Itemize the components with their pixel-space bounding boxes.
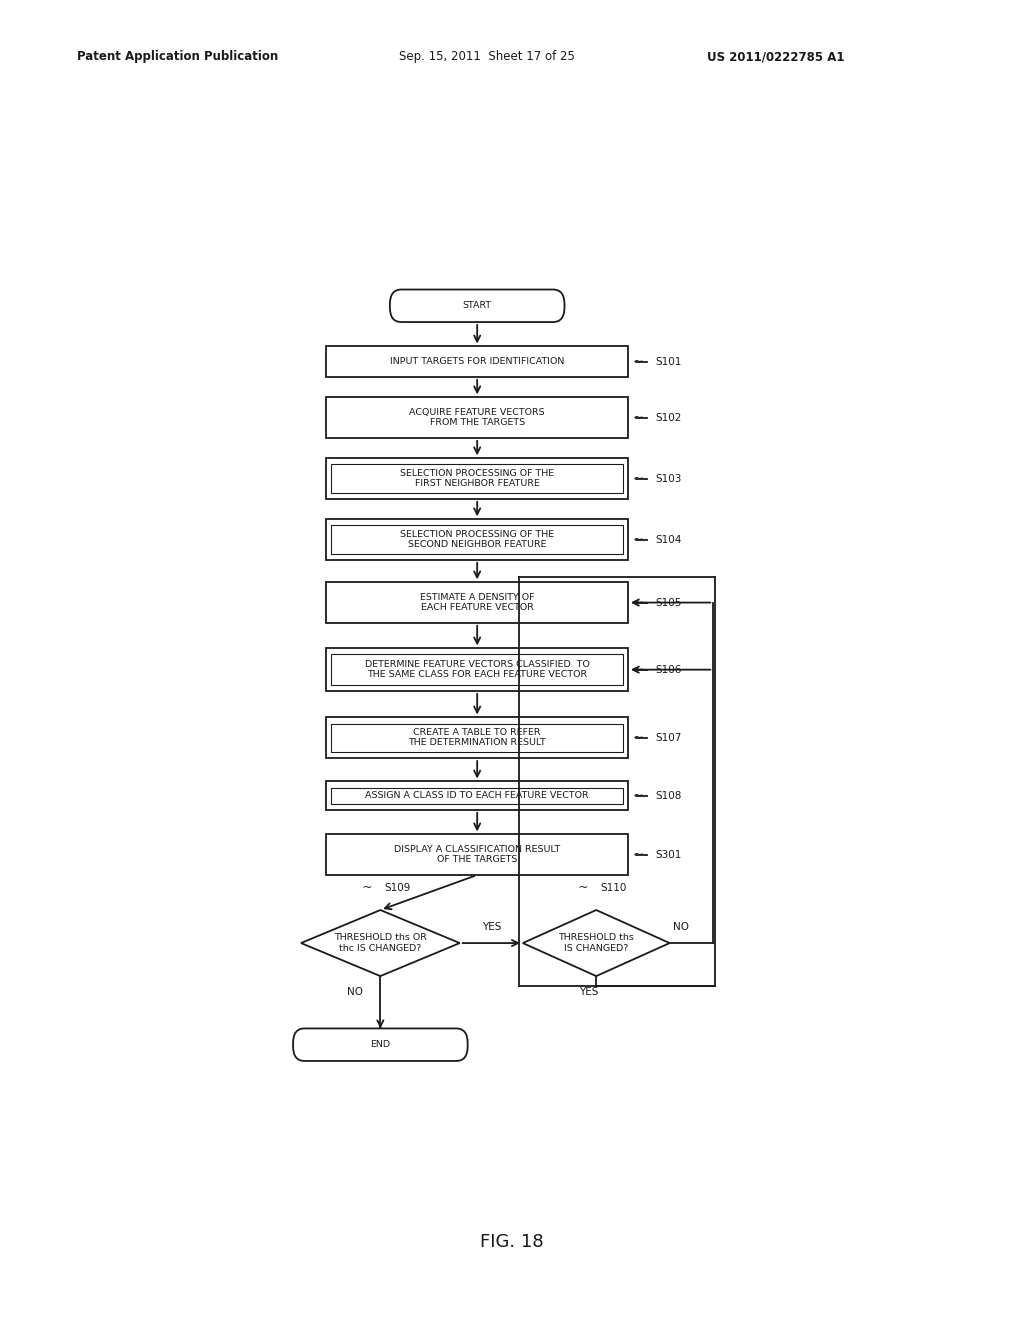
Text: SELECTION PROCESSING OF THE
FIRST NEIGHBOR FEATURE: SELECTION PROCESSING OF THE FIRST NEIGHB… [400, 469, 554, 488]
Text: ~: ~ [633, 789, 643, 803]
Text: S109: S109 [384, 883, 411, 892]
Text: ~: ~ [633, 533, 643, 546]
Text: YES: YES [579, 987, 598, 998]
Bar [327, 346, 628, 378]
Text: FIG. 18: FIG. 18 [480, 1233, 544, 1251]
Bar [331, 465, 624, 492]
Text: S107: S107 [655, 733, 681, 743]
Bar [331, 525, 624, 554]
FancyBboxPatch shape [293, 1028, 468, 1061]
Text: S102: S102 [655, 413, 681, 422]
Text: START: START [463, 301, 492, 310]
Bar [331, 723, 624, 752]
Text: ~: ~ [633, 849, 643, 861]
Text: YES: YES [481, 921, 501, 932]
Text: Sep. 15, 2011  Sheet 17 of 25: Sep. 15, 2011 Sheet 17 of 25 [399, 50, 575, 63]
Text: US 2011/0222785 A1: US 2011/0222785 A1 [707, 50, 844, 63]
Text: S105: S105 [655, 598, 681, 607]
Bar [331, 655, 624, 685]
Text: ~: ~ [633, 411, 643, 424]
Text: NO: NO [673, 921, 689, 932]
Text: END: END [371, 1040, 390, 1049]
Text: CREATE A TABLE TO REFER
THE DETERMINATION RESULT: CREATE A TABLE TO REFER THE DETERMINATIO… [409, 729, 546, 747]
Polygon shape [301, 909, 460, 975]
Text: DETERMINE FEATURE VECTORS CLASSIFIED  TO
THE SAME CLASS FOR EACH FEATURE VECTOR: DETERMINE FEATURE VECTORS CLASSIFIED TO … [365, 660, 590, 680]
Text: S110: S110 [600, 883, 627, 892]
Bar [327, 834, 628, 875]
Polygon shape [523, 909, 670, 975]
Bar [327, 397, 628, 438]
Text: SELECTION PROCESSING OF THE
SECOND NEIGHBOR FEATURE: SELECTION PROCESSING OF THE SECOND NEIGH… [400, 529, 554, 549]
Text: ASSIGN A CLASS ID TO EACH FEATURE VECTOR: ASSIGN A CLASS ID TO EACH FEATURE VECTOR [366, 791, 589, 800]
Bar [327, 648, 628, 690]
Text: S108: S108 [655, 791, 681, 801]
Text: ~: ~ [361, 882, 373, 894]
Text: S106: S106 [655, 665, 681, 675]
Text: Patent Application Publication: Patent Application Publication [77, 50, 279, 63]
Bar [327, 582, 628, 623]
Bar [327, 458, 628, 499]
Text: S104: S104 [655, 535, 681, 545]
Text: S101: S101 [655, 356, 681, 367]
Bar [327, 718, 628, 758]
Bar [331, 788, 624, 804]
Text: S301: S301 [655, 850, 681, 859]
Text: ~: ~ [578, 882, 588, 894]
Text: NO: NO [347, 987, 362, 998]
Text: ~: ~ [633, 355, 643, 368]
FancyBboxPatch shape [390, 289, 564, 322]
Text: ACQUIRE FEATURE VECTORS
FROM THE TARGETS: ACQUIRE FEATURE VECTORS FROM THE TARGETS [410, 408, 545, 428]
Text: ~: ~ [633, 663, 643, 676]
Text: ~: ~ [633, 597, 643, 609]
Text: ~: ~ [633, 731, 643, 744]
Text: ~: ~ [633, 473, 643, 484]
Text: ESTIMATE A DENSITY OF
EACH FEATURE VECTOR: ESTIMATE A DENSITY OF EACH FEATURE VECTO… [420, 593, 535, 612]
Text: THRESHOLD ths
IS CHANGED?: THRESHOLD ths IS CHANGED? [558, 933, 634, 953]
Text: S103: S103 [655, 474, 681, 483]
Bar [327, 519, 628, 560]
Text: DISPLAY A CLASSIFICATION RESULT
OF THE TARGETS: DISPLAY A CLASSIFICATION RESULT OF THE T… [394, 845, 560, 865]
Bar [327, 781, 628, 810]
Text: INPUT TARGETS FOR IDENTIFICATION: INPUT TARGETS FOR IDENTIFICATION [390, 358, 564, 366]
Text: THRESHOLD ths OR
thc IS CHANGED?: THRESHOLD ths OR thc IS CHANGED? [334, 933, 427, 953]
